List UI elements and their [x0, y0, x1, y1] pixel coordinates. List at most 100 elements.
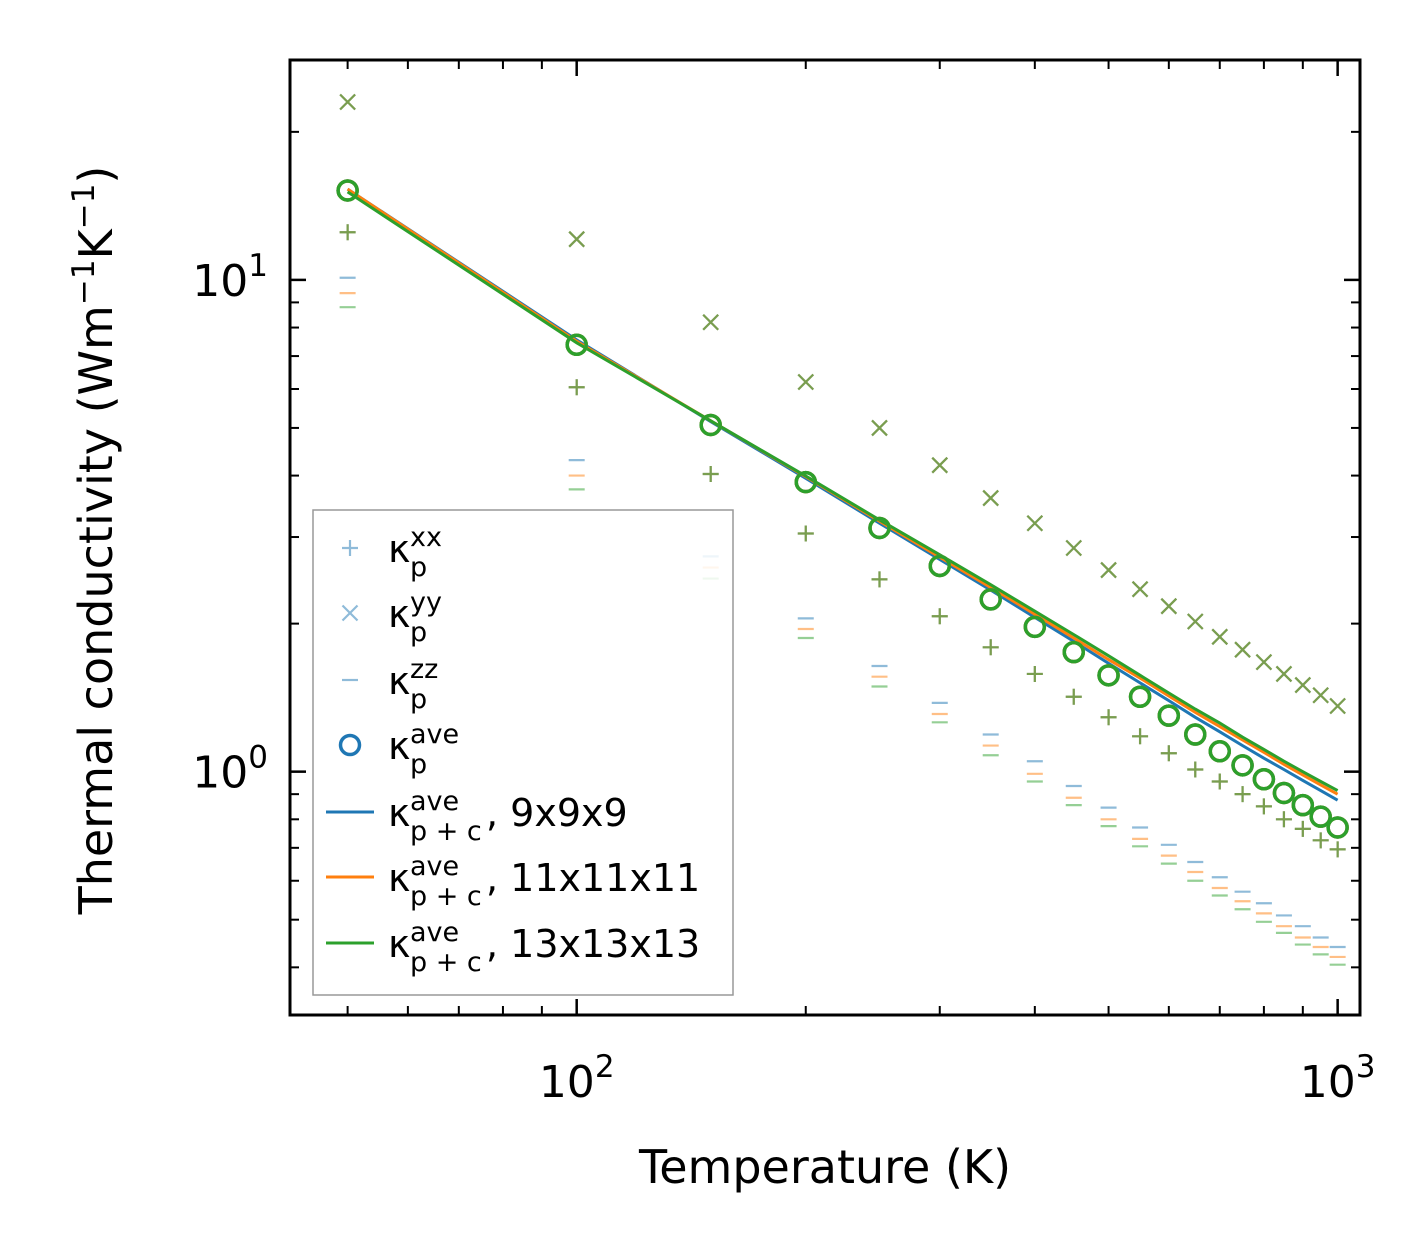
plus-marker	[339, 224, 356, 241]
plus-marker	[702, 465, 719, 482]
legend-x-marker	[341, 604, 359, 622]
x-marker	[339, 93, 356, 111]
legend-kappa: κ	[388, 922, 410, 966]
plus-marker	[1234, 786, 1251, 803]
legend-superscript: zz	[410, 654, 438, 685]
plus-marker	[1294, 820, 1311, 837]
x-marker	[1329, 697, 1346, 715]
legend-superscript: yy	[410, 587, 442, 618]
legend-kappa: κ	[388, 527, 410, 571]
legend-suffix: , 9x9x9	[486, 791, 628, 835]
circle-marker	[1309, 805, 1332, 828]
tick-labels: 102 103 100 101	[192, 248, 1375, 1108]
circle-marker	[565, 333, 588, 357]
plus-marker	[1132, 728, 1149, 745]
legend-item: κ zzp	[342, 654, 438, 715]
plus-marker	[1255, 798, 1272, 815]
x-axis-label: Temperature (K)	[638, 1140, 1011, 1194]
legend-subscript: p	[410, 617, 427, 648]
y-label-main: Thermal conductivity (Wm	[69, 305, 123, 915]
circle-marker	[1128, 685, 1152, 709]
circle-marker	[1157, 704, 1181, 727]
legend-subscript: p + c	[410, 947, 482, 978]
data-layer	[336, 93, 1349, 966]
major-ticks	[290, 60, 1360, 1015]
plus-marker	[1065, 688, 1082, 705]
circle-marker	[699, 413, 722, 437]
plus-marker	[1100, 709, 1117, 726]
legend-superscript: xx	[410, 522, 442, 553]
x-marker	[1234, 641, 1251, 658]
x-marker	[1187, 613, 1204, 630]
legend-suffix: , 13x13x13	[486, 922, 700, 966]
circle-marker	[1231, 754, 1254, 777]
x-marker	[931, 456, 949, 474]
legend-kappa: κ	[388, 592, 410, 636]
x-marker	[1160, 597, 1178, 615]
legend-plus-marker	[342, 540, 358, 556]
x-marker	[1312, 686, 1329, 704]
plus-marker	[871, 571, 888, 588]
series-plus	[339, 224, 1346, 858]
circle-marker	[1272, 781, 1296, 805]
x-marker	[982, 489, 999, 507]
circle-marker	[1326, 816, 1349, 839]
x-marker	[1065, 539, 1083, 557]
x-marker	[797, 373, 815, 391]
legend-superscript: ave	[410, 851, 459, 882]
line-series	[346, 190, 1339, 792]
x-marker	[702, 313, 719, 331]
legend-kappa: κ	[388, 791, 410, 835]
plot-frame	[288, 58, 1362, 1017]
legend-subscript: p + c	[410, 816, 482, 847]
plus-marker	[568, 379, 585, 396]
circle-marker	[1062, 640, 1086, 664]
y-label-sup1: −1	[66, 259, 102, 305]
legend-kappa: κ	[388, 659, 410, 703]
series-line	[346, 190, 1339, 792]
legend-item: κ xxp	[342, 522, 442, 583]
legend-suffix: , 11x11x11	[486, 856, 700, 900]
circle-marker	[928, 554, 952, 578]
plus-marker	[1329, 841, 1346, 858]
circle-marker	[1291, 793, 1315, 817]
legend-kappa: κ	[388, 856, 410, 900]
legend-superscript: ave	[410, 719, 459, 750]
plus-marker	[1187, 761, 1204, 778]
y-label-close: )	[69, 166, 123, 184]
plus-marker	[982, 639, 999, 656]
x-marker	[1100, 561, 1117, 579]
plus-marker	[1211, 773, 1228, 790]
legend-subscript: p + c	[410, 881, 482, 912]
series-x	[339, 93, 1346, 715]
circle-marker	[1023, 615, 1047, 639]
circle-marker	[336, 179, 359, 202]
plus-marker	[1160, 745, 1177, 762]
plus-marker	[797, 525, 814, 542]
x-marker	[1211, 628, 1229, 646]
y-tick-label: 101	[192, 248, 268, 307]
x-marker	[1294, 676, 1312, 694]
circle-marker	[1208, 740, 1232, 763]
circle-marker	[1252, 768, 1276, 791]
circle-marker	[1184, 723, 1207, 746]
y-label-sup2: −1	[66, 184, 102, 230]
series-circle	[336, 179, 1349, 839]
y-label-mid: K	[69, 227, 123, 259]
legend-superscript: ave	[410, 917, 459, 948]
plus-marker	[1312, 832, 1329, 849]
x-tick-label: 103	[1300, 1049, 1376, 1108]
y-axis-label: Thermal conductivity (Wm−1K−1)	[66, 166, 123, 916]
x-marker	[1131, 580, 1149, 598]
y-tick-label: 100	[192, 740, 268, 799]
circle-marker	[1097, 664, 1120, 687]
circle-marker	[979, 588, 1002, 611]
plus-marker	[1026, 665, 1043, 682]
legend-subscript: p	[410, 552, 427, 583]
x-marker	[1255, 653, 1273, 671]
